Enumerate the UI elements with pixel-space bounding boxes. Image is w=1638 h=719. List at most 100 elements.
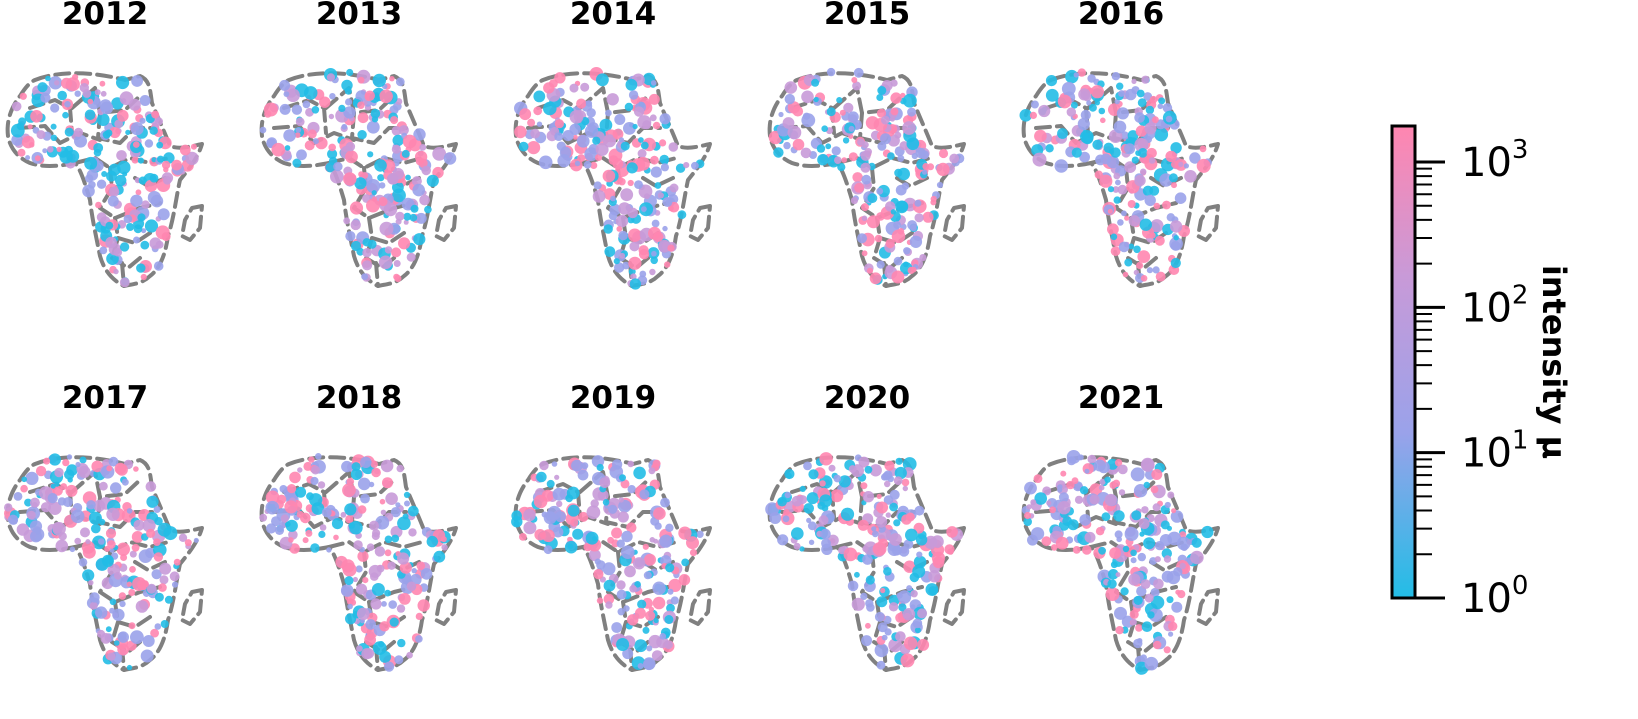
event-point [1079,514,1091,526]
event-point [1074,495,1084,504]
event-point [1054,159,1069,173]
event-point [622,648,634,660]
event-point [1128,215,1140,227]
event-point [99,80,106,87]
event-point [1111,72,1121,81]
event-point [907,220,917,230]
event-point [171,159,183,171]
event-point [621,545,635,559]
event-point [1092,139,1103,150]
event-point [1107,579,1117,589]
event-point [345,98,353,106]
event-point [1127,130,1139,141]
event-point [921,169,928,175]
event-point [916,551,923,558]
event-point [650,166,662,178]
event-point [404,500,410,507]
event-point [172,581,179,588]
event-point [1163,555,1172,563]
event-point [1130,557,1137,564]
event-point [549,79,558,88]
event-point [556,141,566,151]
event-point [876,660,886,670]
event-point [627,207,638,219]
event-point [819,494,833,508]
colorbar-tick-label: 100 [1461,571,1528,622]
event-point [895,457,903,465]
event-point [155,117,163,126]
event-point [137,213,146,222]
event-point [874,234,883,243]
event-point [1086,100,1092,106]
event-point [96,113,110,126]
africa-map [767,67,966,288]
event-point [854,571,860,578]
event-point [578,511,589,522]
event-point [910,590,918,598]
event-point [931,551,946,565]
event-point [659,534,673,548]
event-point [86,500,96,510]
event-point [1105,587,1120,601]
event-point [279,485,288,493]
event-point [683,162,690,169]
event-point [357,505,367,514]
event-point [599,477,611,488]
event-point [1104,476,1111,483]
event-point [65,484,78,497]
event-point [616,580,626,590]
country-border [327,156,424,170]
event-point [362,238,371,247]
event-point [1077,117,1090,131]
event-point [643,659,653,669]
africa-map [511,455,712,672]
event-point [72,74,79,81]
event-point [610,195,616,202]
event-point [1130,549,1137,557]
event-point [295,117,305,127]
event-point [787,125,802,140]
event-point [398,593,411,605]
event-point [649,268,656,276]
event-point [629,585,637,593]
event-point [1165,115,1173,123]
event-point [595,143,609,156]
event-point [554,72,566,84]
event-point [907,107,917,117]
event-point [1042,486,1052,496]
country-border [98,550,162,604]
event-point [146,495,159,508]
event-point [25,155,31,161]
event-point [608,155,619,165]
event-point [1055,536,1069,550]
event-point [119,242,130,252]
event-point [179,144,191,156]
event-point [108,186,120,197]
event-point [893,256,903,266]
event-point [161,160,171,170]
event-point [1113,120,1127,134]
event-point [538,155,553,170]
event-point [1152,116,1159,124]
event-point [1141,75,1150,84]
event-point [415,157,424,166]
event-point [364,90,375,101]
event-point [265,500,280,515]
event-point [259,513,268,522]
event-point [1184,170,1197,183]
event-point [13,492,23,501]
event-point [155,225,170,240]
event-point [347,603,353,610]
map-panel-2020: 2020 [765,380,966,672]
event-point [1148,157,1156,164]
panel-title: 2019 [570,380,656,416]
event-point [326,73,335,82]
event-point [649,114,657,122]
event-point [122,171,128,177]
event-point [1099,478,1106,485]
event-point [89,592,100,603]
event-point [384,535,393,544]
event-point [67,477,73,483]
event-point [519,533,527,541]
event-point [546,479,555,488]
